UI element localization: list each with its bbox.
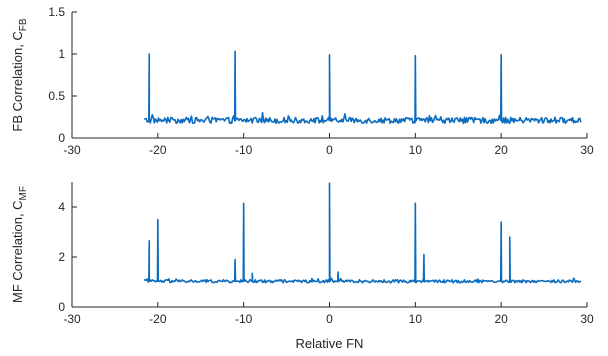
y-tick-label: 0 bbox=[58, 300, 65, 314]
y-axis-label-main: FB Correlation, C bbox=[10, 31, 25, 131]
x-tick-label: 0 bbox=[326, 143, 333, 157]
y-tick-label: 1.5 bbox=[48, 5, 65, 19]
fb-correlation-panel: -30 -20 -10 0 10 20 30 0 0.5 1 1.5 FB Correlation, … bbox=[10, 5, 594, 157]
x-tick-label: 10 bbox=[409, 312, 423, 326]
y-tick-label: 0 bbox=[58, 131, 65, 145]
x-axis-label: Relative FN bbox=[296, 336, 364, 351]
x-tick-label: -20 bbox=[149, 312, 167, 326]
x-tick-label: -30 bbox=[63, 143, 81, 157]
x-tick-label: 30 bbox=[580, 143, 594, 157]
y-axis-label-main: MF Correlation, C bbox=[10, 200, 25, 303]
y-axis-label-subscript: FB bbox=[18, 18, 29, 31]
y-axis-label: MF Correlation, CMF bbox=[10, 186, 29, 303]
x-tick-label: -20 bbox=[149, 143, 167, 157]
y-tick-label: 4 bbox=[58, 200, 65, 214]
x-tick-label: -10 bbox=[235, 312, 253, 326]
x-tick-label: 0 bbox=[326, 312, 333, 326]
x-tick-label: 10 bbox=[409, 143, 423, 157]
y-axis-label-subscript: MF bbox=[18, 186, 29, 200]
y-tick-label: 0.5 bbox=[48, 89, 65, 103]
x-tick-label: -10 bbox=[235, 143, 253, 157]
correlation-series-line bbox=[144, 182, 582, 284]
x-tick-label: 30 bbox=[580, 312, 594, 326]
x-tick-label: -30 bbox=[63, 312, 81, 326]
y-axis-label: FB Correlation, CFB bbox=[10, 18, 29, 132]
x-tick-label: 20 bbox=[494, 143, 508, 157]
x-tick-label: 20 bbox=[494, 312, 508, 326]
y-tick-label: 1 bbox=[58, 47, 65, 61]
mf-correlation-panel: -30 -20 -10 0 10 20 30 0 2 4 MF Correlation, CMF Re… bbox=[10, 182, 594, 351]
correlation-series-line bbox=[143, 50, 582, 125]
y-tick-label: 2 bbox=[58, 250, 65, 264]
